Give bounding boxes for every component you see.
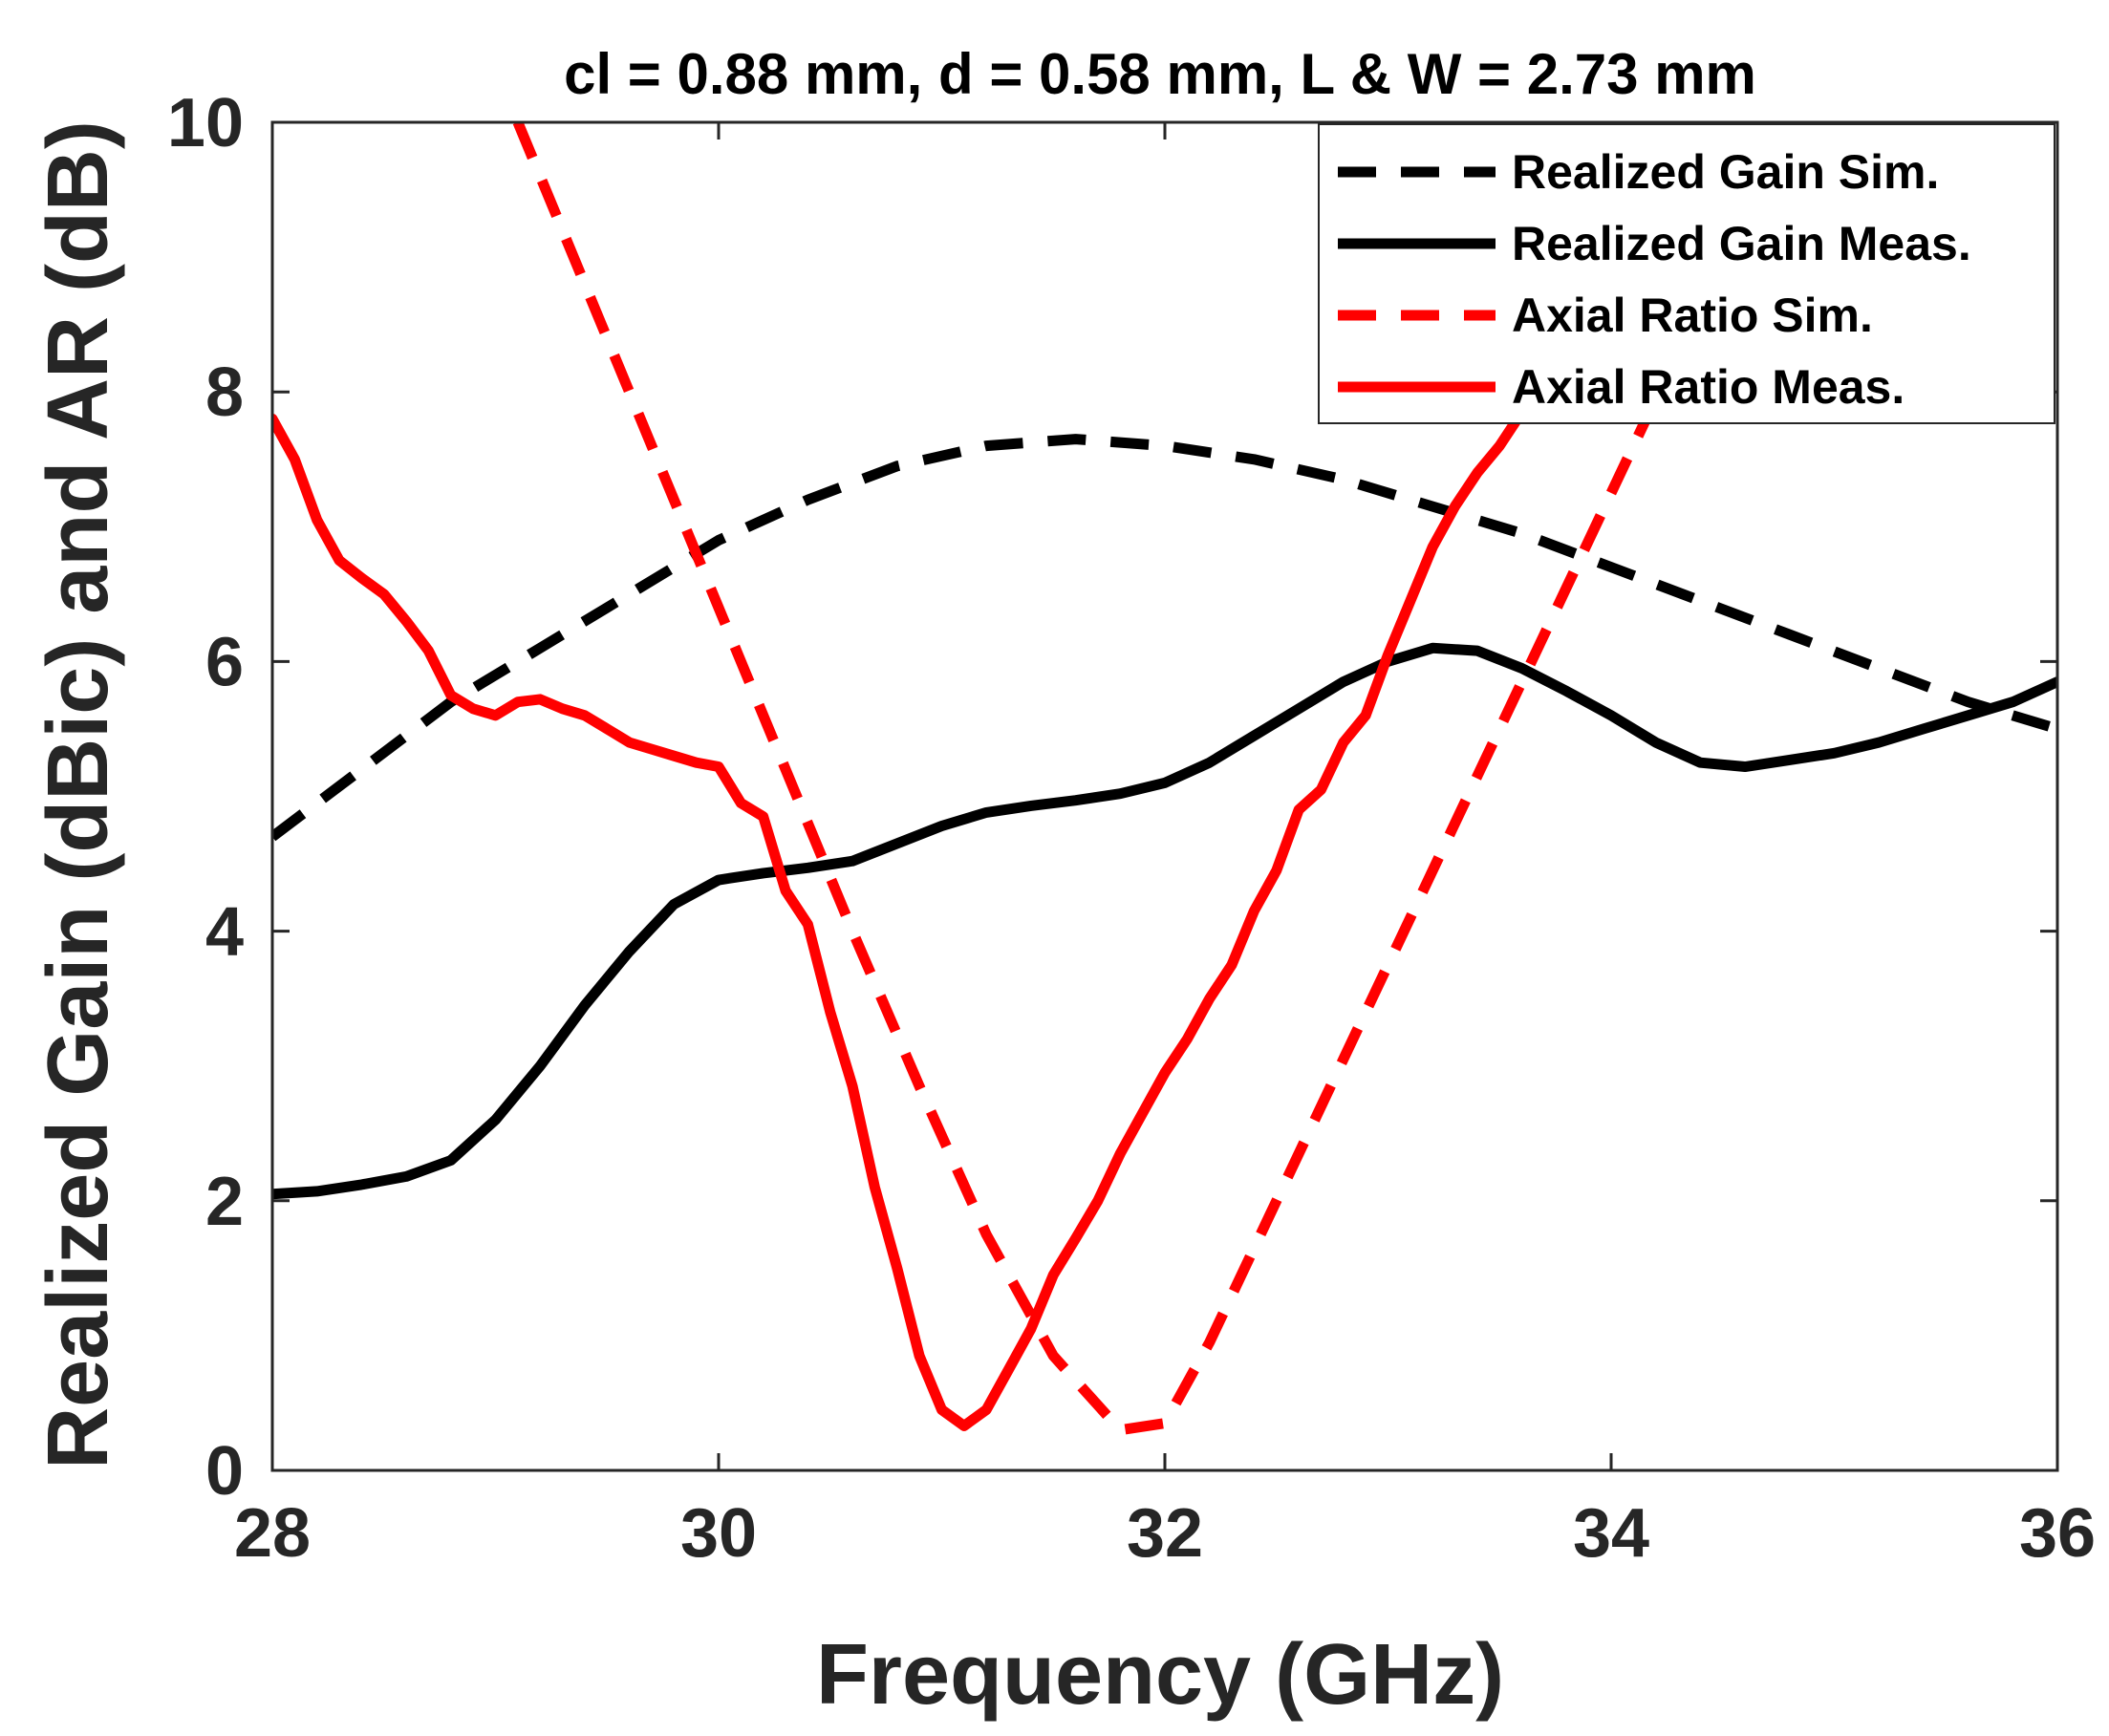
y-tick-label: 8 [205, 354, 244, 431]
series-layer [272, 122, 2057, 1436]
x-tick-label: 36 [2019, 1495, 2096, 1572]
legend-box [1318, 123, 2055, 424]
legend-label-realized-gain-meas: Realized Gain Meas. [1512, 217, 1971, 270]
y-tick-label: 10 [167, 85, 244, 161]
y-axis-label: Realized Gain (dBic) and AR (dB) [31, 120, 126, 1469]
series-line-realized-gain-meas [272, 642, 2057, 1200]
y-tick-label: 4 [205, 894, 244, 971]
legend-label-axial-ratio-sim: Axial Ratio Sim. [1512, 289, 1873, 342]
x-tick-label: 32 [1127, 1495, 1203, 1572]
y-tick-label: 6 [205, 624, 244, 700]
legend: Realized Gain Sim. Realized Gain Meas. Axi… [1318, 123, 2055, 424]
series-line-axial-ratio-meas [272, 122, 1974, 1431]
y-tick-label: 0 [205, 1433, 244, 1510]
chart-title: cl = 0.88 mm, d = 0.58 mm, L & W = 2.73 … [564, 42, 1756, 106]
y-tick-label: 2 [205, 1164, 244, 1240]
legend-label-realized-gain-sim: Realized Gain Sim. [1512, 145, 1939, 199]
x-tick-label: 34 [1573, 1495, 1649, 1572]
legend-label-axial-ratio-meas: Axial Ratio Meas. [1512, 360, 1905, 414]
tick-layer: 28 30 32 34 36 0 2 4 6 8 10 [167, 85, 2096, 1572]
x-axis-label: Frequency (GHz) [816, 1627, 1504, 1723]
x-tick-label: 30 [680, 1495, 757, 1572]
x-tick-label: 28 [234, 1495, 311, 1572]
series-line-axial-ratio-sim [512, 122, 1969, 1436]
